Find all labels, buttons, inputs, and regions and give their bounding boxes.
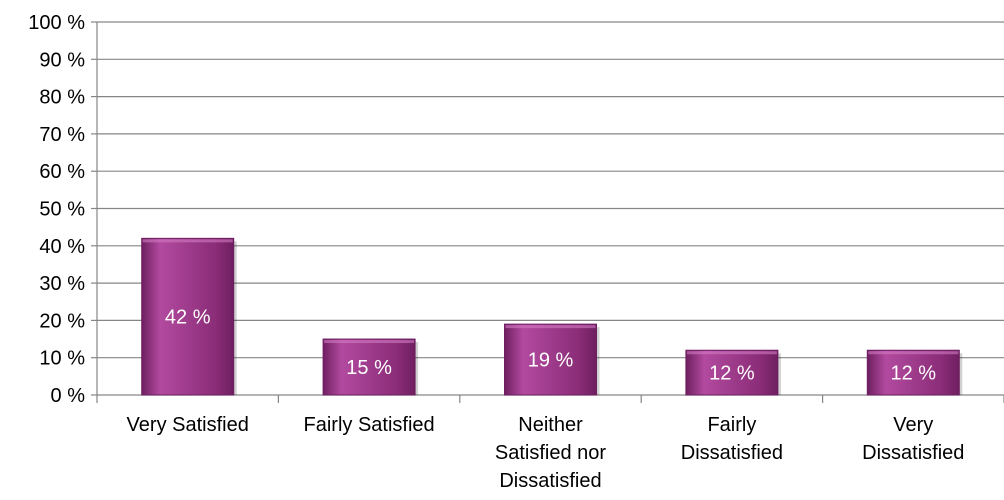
bar-highlight [324,340,415,344]
bar [141,237,235,396]
x-tick-label: Fairly Satisfied [304,414,435,436]
bar-highlight [142,239,233,243]
x-tick-label: Very Satisfied [127,414,249,436]
gridlines [91,21,1004,396]
y-tick-label: 40 % [39,236,85,258]
x-tick-label: Very Dissatisfied [862,414,964,464]
data-labels: 42 % 15 % 19 % 12 % 12 % [165,307,936,385]
data-label: 12 % [709,363,755,385]
y-tick-label: 70 % [39,124,85,146]
data-label: 15 % [346,357,392,379]
y-tick-label: 50 % [39,199,85,221]
y-tick-label: 100 % [28,12,85,34]
y-tick-label: 20 % [39,310,85,332]
x-axis-tick-labels: Very Satisfied Fairly Satisfied Neither Sat… [127,414,965,492]
y-tick-label: 30 % [39,273,85,295]
y-tick-label: 0 % [51,385,86,407]
bar-highlight [686,351,777,355]
bar [685,349,779,396]
bar-highlight [505,325,596,329]
data-label: 42 % [165,307,211,329]
data-label: 19 % [528,350,574,372]
bars [141,237,963,396]
bar [866,349,960,396]
x-tick-label: Neither Satisfied nor Dissatisfied [495,414,607,492]
bar [504,323,597,396]
y-tick-label: 90 % [39,49,85,71]
y-axis-tick-labels: 0 % 10 % 20 % 30 % 40 % 50 % 60 % 70 % 80 % 90 % 1… [28,12,85,407]
y-tick-label: 80 % [39,87,85,109]
x-tick-label: Fairly Dissatisfied [681,414,783,464]
y-tick-label: 10 % [39,348,85,370]
bar [322,338,416,396]
bar-highlight [868,351,959,355]
data-label: 12 % [891,363,937,385]
y-tick-label: 60 % [39,161,85,183]
